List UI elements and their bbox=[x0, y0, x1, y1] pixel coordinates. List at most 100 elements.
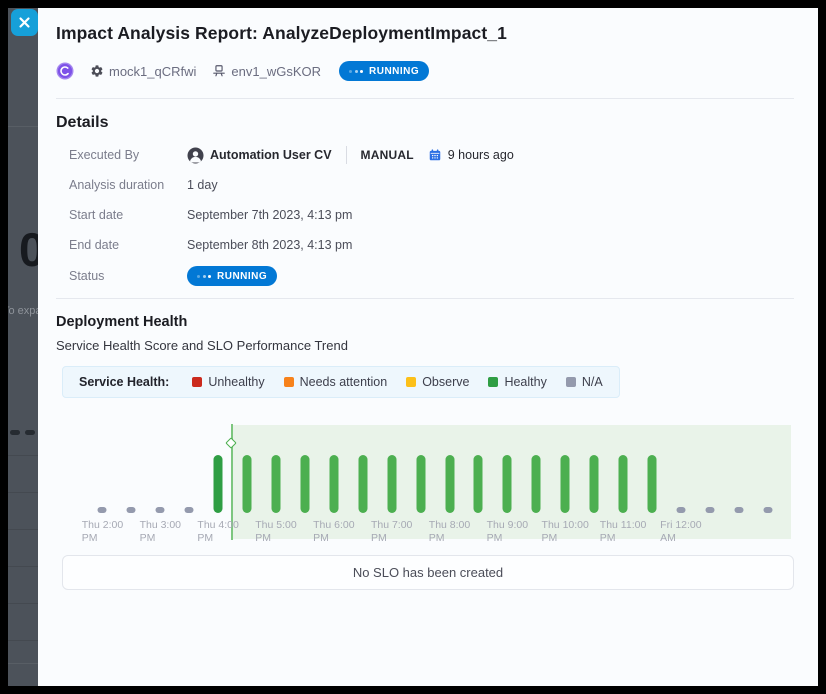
executed-by-user: Automation User CV bbox=[210, 148, 332, 162]
legend-label: Needs attention bbox=[300, 375, 388, 389]
health-bar[interactable] bbox=[561, 455, 570, 513]
legend-item: Observe bbox=[406, 375, 469, 389]
app-window: 0 To expa Impact Analysis Report: Analyz… bbox=[0, 0, 826, 694]
service-health-chart: Thu 2:00PMThu 3:00PMThu 4:00PMThu 5:00PM… bbox=[62, 411, 794, 548]
background-row-line bbox=[8, 529, 38, 530]
x-axis-label: Thu 9:00PM bbox=[487, 519, 528, 545]
header-divider bbox=[56, 98, 794, 99]
calendar-icon bbox=[428, 148, 442, 162]
close-icon bbox=[18, 16, 31, 29]
row-value: Automation User CV MANUAL bbox=[187, 146, 514, 164]
chart-slot: Fri 12:00AM bbox=[666, 411, 695, 548]
legend-item: Needs attention bbox=[284, 375, 388, 389]
chart-slot: Thu 5:00PM bbox=[262, 411, 291, 548]
no-slo-box: No SLO has been created bbox=[62, 555, 794, 590]
x-axis-label: Thu 5:00PM bbox=[255, 519, 296, 545]
impact-analysis-modal: Impact Analysis Report: AnalyzeDeploymen… bbox=[38, 8, 818, 686]
x-axis-label: Thu 8:00PM bbox=[429, 519, 470, 545]
deployment-health-heading: Deployment Health bbox=[56, 314, 794, 330]
health-bar[interactable] bbox=[329, 455, 338, 513]
legend-item: N/A bbox=[566, 375, 603, 389]
x-axis-label: Thu 4:00PM bbox=[197, 519, 238, 545]
health-bar[interactable] bbox=[300, 455, 309, 513]
status-value-label: RUNNING bbox=[217, 271, 267, 282]
end-date-value: September 8th 2023, 4:13 pm bbox=[187, 238, 352, 252]
environment-name: env1_wGsKOR bbox=[231, 64, 321, 79]
health-bar[interactable] bbox=[214, 455, 223, 513]
legend-label: Healthy bbox=[504, 375, 546, 389]
health-bar[interactable] bbox=[619, 455, 628, 513]
dimmed-background: 0 To expa bbox=[8, 8, 38, 686]
health-bar[interactable] bbox=[503, 455, 512, 513]
legend-item: Healthy bbox=[488, 375, 546, 389]
environment-icon bbox=[212, 64, 226, 78]
health-bar[interactable] bbox=[416, 455, 425, 513]
deployment-health-subtitle: Service Health Score and SLO Performance… bbox=[56, 338, 794, 353]
chart-slot: Thu 4:00PM bbox=[204, 411, 233, 548]
chart-slot: Thu 9:00PM bbox=[493, 411, 522, 548]
health-bar[interactable] bbox=[387, 455, 396, 513]
x-axis-label: Fri 12:00AM bbox=[660, 519, 701, 545]
legend-label: Observe bbox=[422, 375, 469, 389]
status-row: Status RUNNING bbox=[56, 266, 794, 286]
trigger-type: MANUAL bbox=[361, 148, 414, 162]
chart-slot bbox=[724, 411, 753, 548]
duration-value: 1 day bbox=[187, 178, 218, 192]
background-divider bbox=[8, 126, 38, 127]
health-bar[interactable] bbox=[676, 507, 685, 513]
health-bar[interactable] bbox=[445, 455, 454, 513]
x-axis-label: Thu 10:00PM bbox=[542, 519, 589, 545]
health-bar[interactable] bbox=[474, 455, 483, 513]
legend-title: Service Health: bbox=[79, 375, 169, 389]
environment-meta: env1_wGsKOR bbox=[212, 64, 321, 79]
legend-swatch-icon bbox=[488, 377, 498, 387]
running-dots-icon bbox=[197, 275, 211, 278]
chart-slot bbox=[753, 411, 782, 548]
row-label: End date bbox=[69, 238, 187, 252]
x-axis-label: Thu 7:00PM bbox=[371, 519, 412, 545]
health-bar[interactable] bbox=[271, 455, 280, 513]
health-bar[interactable] bbox=[127, 507, 136, 513]
executed-time: 9 hours ago bbox=[448, 148, 514, 162]
status-badge-label: RUNNING bbox=[369, 66, 419, 77]
close-button[interactable] bbox=[11, 9, 38, 36]
running-dots-icon bbox=[349, 70, 363, 73]
health-bar[interactable] bbox=[734, 507, 743, 513]
health-bar[interactable] bbox=[98, 507, 107, 513]
health-bar[interactable] bbox=[243, 455, 252, 513]
details-rows: Executed By Automation User CV bbox=[56, 146, 794, 286]
health-bar[interactable] bbox=[532, 455, 541, 513]
chart-slot: Thu 8:00PM bbox=[435, 411, 464, 548]
background-row-line bbox=[8, 640, 38, 641]
health-bar[interactable] bbox=[590, 455, 599, 513]
health-bar[interactable] bbox=[358, 455, 367, 513]
status-badge: RUNNING bbox=[187, 266, 277, 286]
background-divider bbox=[8, 663, 38, 664]
legend-label: Unhealthy bbox=[208, 375, 264, 389]
row-label: Analysis duration bbox=[69, 178, 187, 192]
modal-meta-row: mock1_qCRfwi env1_wGsKOR bbox=[56, 61, 794, 81]
section-divider bbox=[56, 298, 794, 299]
background-row-line bbox=[8, 455, 38, 456]
status-badge: RUNNING bbox=[339, 61, 429, 81]
health-bar[interactable] bbox=[185, 507, 194, 513]
background-row-line bbox=[8, 603, 38, 604]
modal-title: Impact Analysis Report: AnalyzeDeploymen… bbox=[56, 23, 794, 44]
background-row-line bbox=[8, 492, 38, 493]
legend-label: N/A bbox=[582, 375, 603, 389]
health-bar[interactable] bbox=[705, 507, 714, 513]
service-health-legend: Service Health: Unhealthy Needs attention… bbox=[62, 366, 620, 398]
background-chip bbox=[25, 430, 35, 435]
x-axis-label: Thu 11:00PM bbox=[600, 519, 647, 545]
health-bar[interactable] bbox=[763, 507, 772, 513]
start-date-value: September 7th 2023, 4:13 pm bbox=[187, 208, 352, 222]
background-chip bbox=[10, 430, 20, 435]
x-axis-label: Thu 2:00PM bbox=[82, 519, 123, 545]
chart-slot: Thu 11:00PM bbox=[609, 411, 638, 548]
health-bar[interactable] bbox=[647, 455, 656, 513]
gear-icon bbox=[90, 64, 104, 78]
pipeline-avatar-icon bbox=[56, 62, 74, 80]
health-bar[interactable] bbox=[156, 507, 165, 513]
service-name: mock1_qCRfwi bbox=[109, 64, 196, 79]
no-slo-message: No SLO has been created bbox=[353, 565, 503, 580]
